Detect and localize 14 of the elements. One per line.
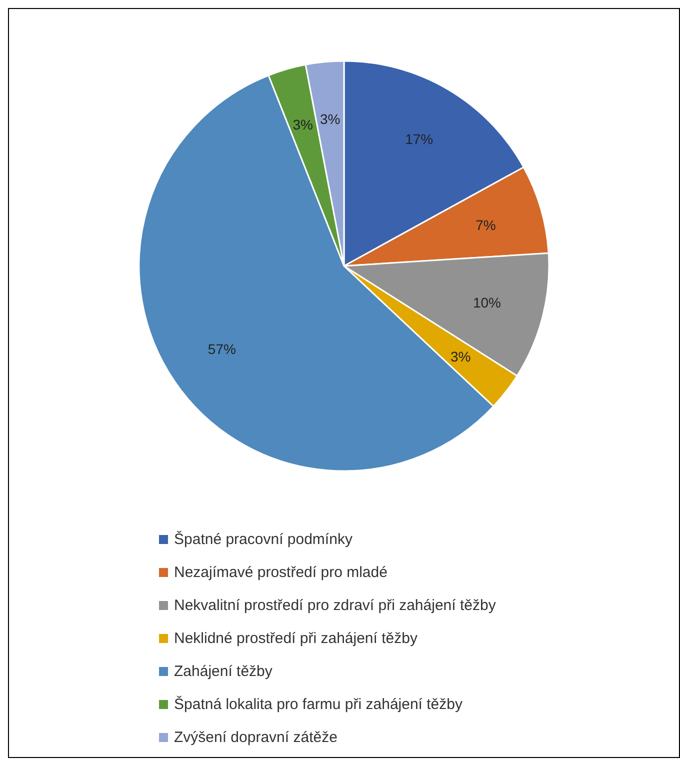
legend-label: Špatné pracovní podmínky: [174, 531, 352, 548]
data-label: 3%: [320, 111, 340, 128]
data-label: 3%: [450, 348, 471, 364]
legend-label: Neklidné prostředí při zahájení těžby: [174, 630, 418, 647]
data-label: 3%: [292, 116, 313, 132]
legend-label: Špatná lokalita pro farmu při zahájení těžby: [174, 696, 462, 713]
legend-label: Nekvalitní prostředí pro zdraví při zahájení těžby: [174, 597, 496, 614]
data-label: 7%: [476, 216, 496, 233]
legend-label: Zvýšení dopravní zátěže: [174, 729, 338, 746]
data-label: 10%: [472, 294, 501, 311]
legend-label: Zahájení těžby: [174, 663, 272, 680]
legend-label: Nezajímavé prostředí pro mladé: [174, 564, 388, 581]
data-label: 17%: [405, 130, 434, 147]
data-label: 57%: [208, 340, 236, 357]
